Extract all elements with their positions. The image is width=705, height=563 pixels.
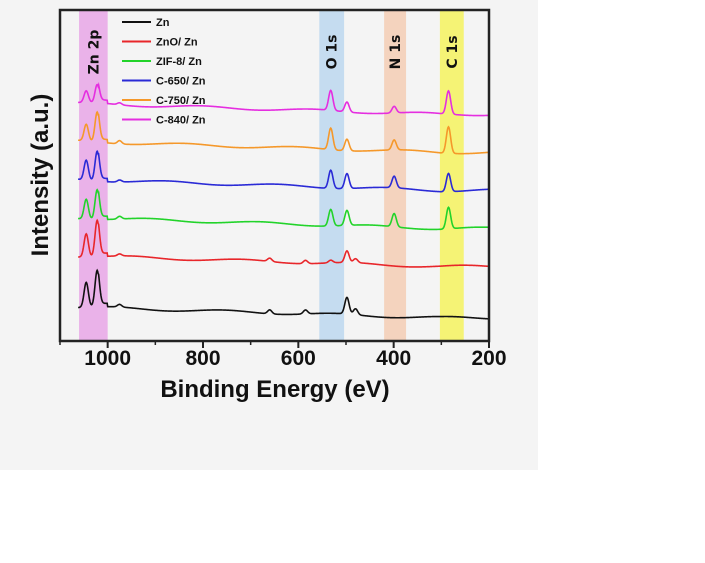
x-tick-label-800: 800 [185,347,220,370]
band-labels: Zn 2p O 1s N 1s C 1s [86,30,460,75]
x-axis-ticks: 1000 800 600 400 200 [59,341,507,370]
band-label-n-1s: N 1s [388,35,404,70]
legend-label-zif-8-zn: ZIF-8/ Zn [156,56,202,68]
series-zno-zn [78,218,490,268]
legend: Zn ZnO/ Zn ZIF-8/ Zn C-650/ Zn C-750/ Zn C-84… [122,17,206,127]
x-tick-label-200: 200 [471,347,506,370]
legend-label-c-750-zn: C-750/ Zn [156,95,206,107]
legend-label-zno-zn: ZnO/ Zn [156,37,198,49]
x-tick-label-400: 400 [376,347,411,370]
x-tick-label-1000: 1000 [84,347,131,370]
series-c-750-zn [78,110,490,155]
series-zif-8-zn [78,188,490,231]
y-axis-title: Intensity (a.u.) [27,94,54,257]
x-axis-title: Binding Energy (eV) [160,376,389,403]
band-label-c-1s: C 1s [445,35,461,68]
legend-label-c-840-zn: C-840/ Zn [156,115,206,127]
band-layer [79,10,464,341]
band-label-o-1s: O 1s [325,35,341,70]
band-n-1s [384,10,407,341]
plot-frame [58,8,491,343]
legend-label-zn: Zn [156,17,170,29]
series-zn [78,268,490,320]
band-label-zn-2p: Zn 2p [86,30,102,75]
x-tick-label-600: 600 [281,347,316,370]
series-c-650-zn [78,149,490,193]
band-c-1s [439,10,464,341]
legend-label-c-650-zn: C-650/ Zn [156,76,206,88]
series-c-840-zn [78,81,490,117]
series-layer [78,81,490,320]
